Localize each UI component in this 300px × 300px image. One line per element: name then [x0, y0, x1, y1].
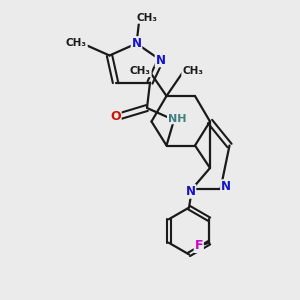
Text: NH: NH: [168, 113, 186, 124]
Text: N: N: [155, 53, 166, 67]
Text: CH₃: CH₃: [130, 66, 151, 76]
Text: N: N: [221, 180, 231, 193]
Text: CH₃: CH₃: [136, 13, 158, 23]
Text: N: N: [131, 37, 142, 50]
Text: O: O: [110, 110, 121, 124]
Text: CH₃: CH₃: [182, 66, 203, 76]
Text: N: N: [185, 185, 196, 198]
Text: CH₃: CH₃: [66, 38, 87, 49]
Text: F: F: [194, 239, 203, 252]
